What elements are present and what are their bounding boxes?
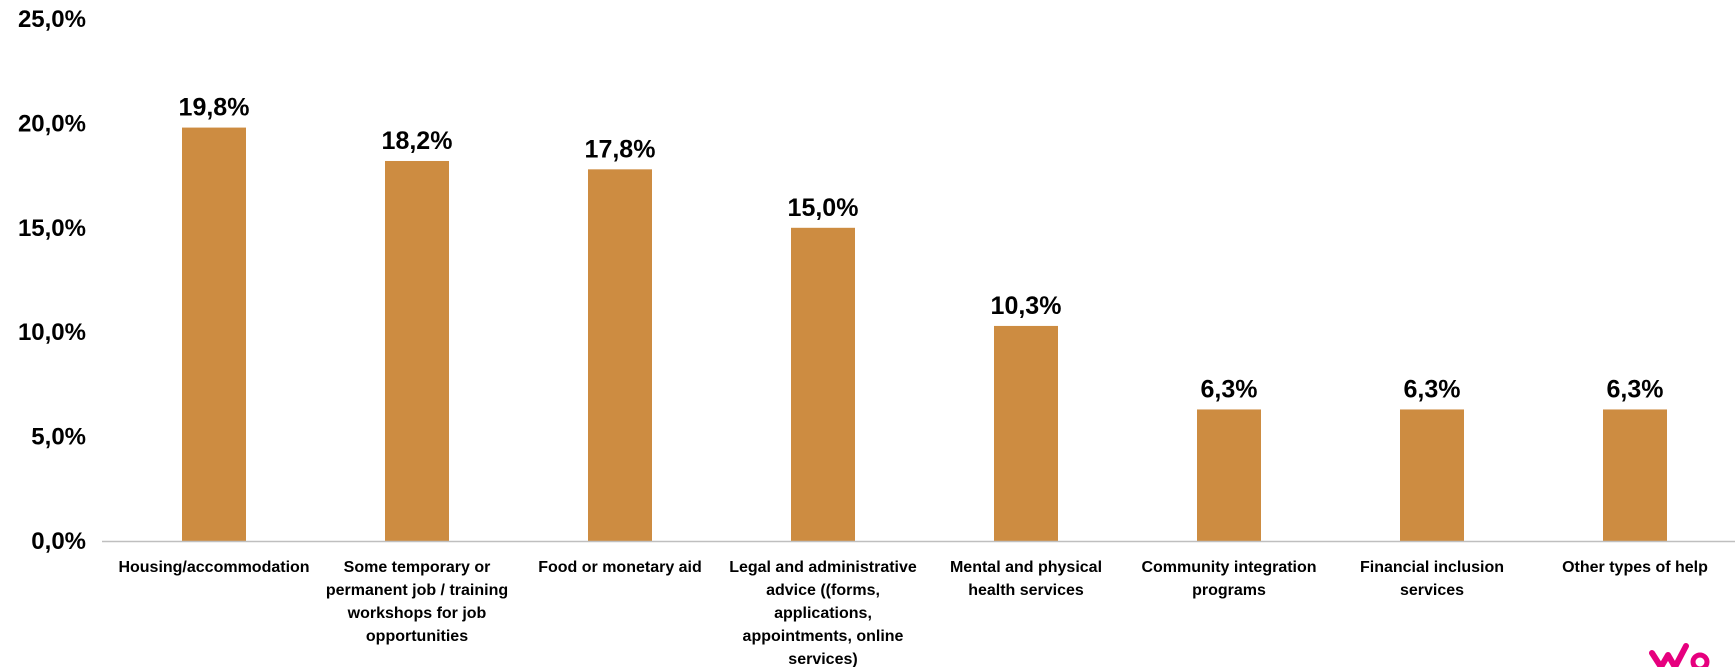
bar [994, 325, 1058, 541]
bar [385, 160, 449, 541]
data-labels: 19,8% 18,2% 17,8% 15,0% 10,3% 6,3% 6,3% 6,3% [179, 94, 1664, 404]
category-label: Financial inclusion services [1360, 559, 1504, 599]
y-tick-label: 5,0% [31, 424, 86, 451]
y-tick-label: 20,0% [18, 110, 86, 137]
category-label: Other types of help [1562, 559, 1708, 576]
category-label: Food or monetary aid [538, 559, 702, 576]
category-label: Community integration programs [1141, 559, 1316, 599]
data-label: 15,0% [788, 194, 859, 222]
bar [588, 169, 652, 541]
bar [1603, 409, 1667, 541]
y-axis: 0,0% 5,0% 10,0% 15,0% 20,0% 25,0% [18, 6, 86, 555]
data-label: 6,3% [1404, 375, 1461, 403]
category-label: Legal and administrative advice ((forms, a… [729, 559, 917, 667]
category-label: Mental and physical health services [950, 559, 1102, 599]
y-tick-label: 10,0% [18, 319, 86, 346]
y-tick-label: 0,0% [31, 528, 86, 555]
category-label: Some temporary or permanent job / trainin… [326, 559, 508, 645]
category-labels: Housing/accommodation Some temporary or pe… [118, 559, 1708, 667]
brand-logo-icon [1648, 640, 1735, 667]
bar [1197, 409, 1261, 541]
data-label: 18,2% [382, 127, 453, 155]
bar [182, 127, 246, 542]
bars [182, 127, 1667, 542]
data-label: 10,3% [991, 292, 1062, 320]
data-label: 6,3% [1607, 375, 1664, 403]
data-label: 17,8% [585, 135, 656, 163]
y-tick-label: 15,0% [18, 215, 86, 242]
data-label: 19,8% [179, 94, 250, 122]
category-label: Housing/accommodation [118, 559, 309, 576]
data-label: 6,3% [1201, 375, 1258, 403]
bar [791, 227, 855, 542]
bar [1400, 409, 1464, 541]
y-tick-label: 25,0% [18, 6, 86, 33]
